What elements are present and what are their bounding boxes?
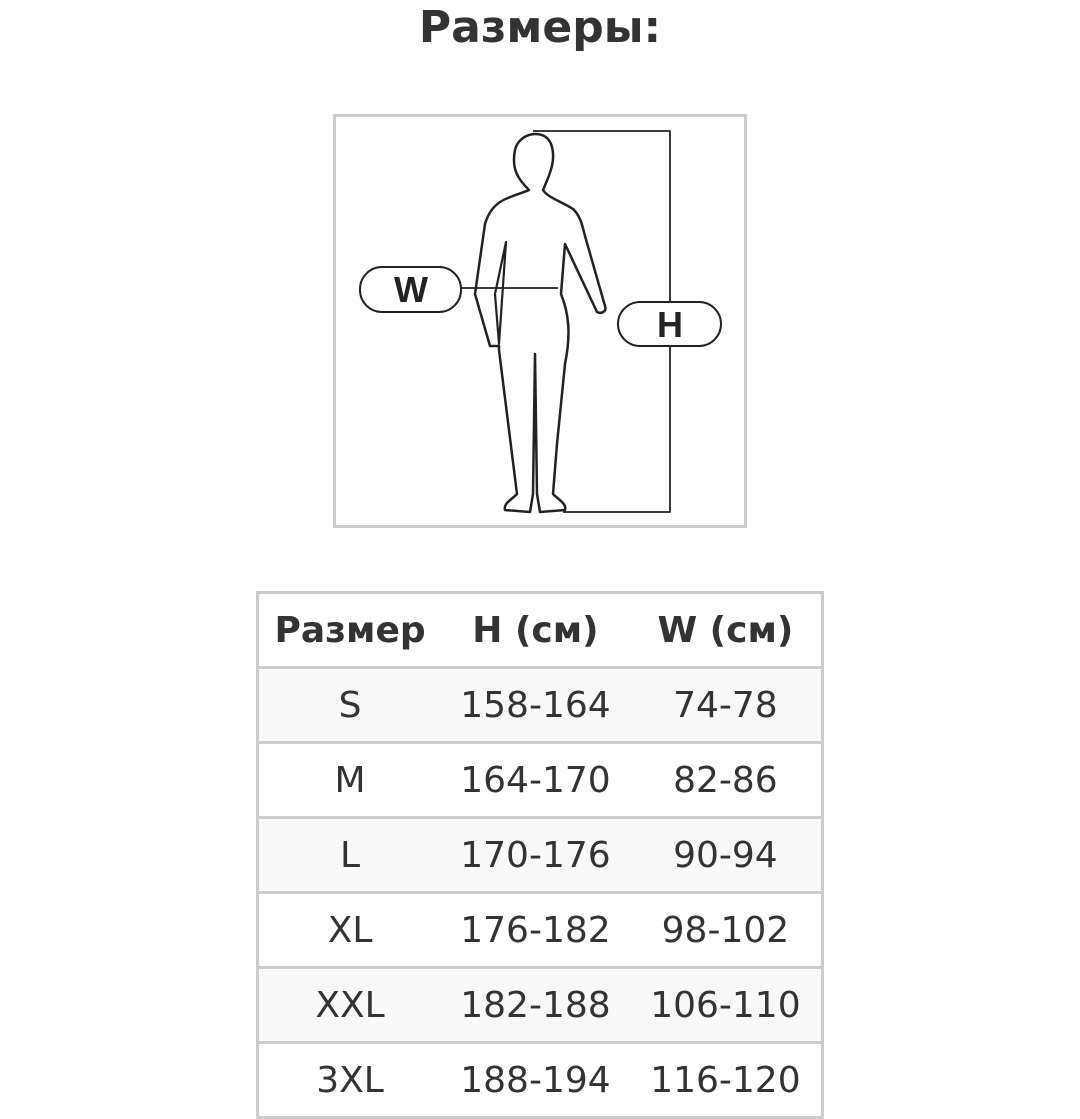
table-row: M 164-170 82-86 <box>257 741 823 818</box>
size-table: Размер H (см) W (см) S 158-164 74-78 M 164-1… <box>256 591 824 1119</box>
size-cell: XL <box>257 891 442 968</box>
table-header-row: Размер H (см) W (см) <box>257 591 823 668</box>
size-diagram: W H <box>333 114 747 528</box>
table-row: XXL 182-188 106-110 <box>257 966 823 1043</box>
height-cell: 164-170 <box>441 741 630 818</box>
waist-cell: 98-102 <box>629 891 823 968</box>
table-row: XL 176-182 98-102 <box>257 891 823 968</box>
waist-label: W <box>394 269 428 310</box>
size-cell: L <box>257 816 442 893</box>
body-measurement-illustration: W H <box>359 130 722 514</box>
table-row: 3XL 188-194 116-120 <box>257 1041 823 1118</box>
height-cell: 158-164 <box>441 666 630 743</box>
height-cell: 176-182 <box>441 891 630 968</box>
height-cell: 188-194 <box>441 1041 630 1118</box>
height-cell: 182-188 <box>441 966 630 1043</box>
waist-cell: 106-110 <box>629 966 823 1043</box>
header-size: Размер <box>257 591 442 668</box>
header-height: H (см) <box>441 591 630 668</box>
header-waist: W (см) <box>629 591 823 668</box>
table-row: S 158-164 74-78 <box>257 666 823 743</box>
size-cell: S <box>257 666 442 743</box>
waist-cell: 74-78 <box>629 666 823 743</box>
size-cell: 3XL <box>257 1041 442 1118</box>
height-label: H <box>657 304 683 345</box>
waist-cell: 90-94 <box>629 816 823 893</box>
size-cell: M <box>257 741 442 818</box>
height-cell: 170-176 <box>441 816 630 893</box>
page-title: Размеры: <box>418 2 662 53</box>
waist-cell: 82-86 <box>629 741 823 818</box>
table-row: L 170-176 90-94 <box>257 816 823 893</box>
waist-cell: 116-120 <box>629 1041 823 1118</box>
size-cell: XXL <box>257 966 442 1043</box>
